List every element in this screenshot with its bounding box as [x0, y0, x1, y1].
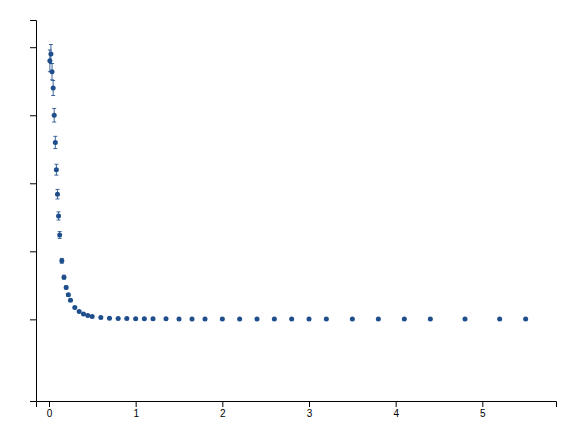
point	[72, 305, 77, 310]
point	[51, 86, 56, 91]
point	[52, 113, 57, 118]
point	[64, 285, 69, 290]
y-tick	[30, 47, 36, 48]
x-tick: 3	[307, 401, 313, 419]
point	[324, 316, 329, 321]
error-bar	[53, 136, 57, 148]
point	[190, 316, 195, 321]
x-tick-mark	[482, 401, 483, 407]
point	[220, 316, 225, 321]
point	[50, 69, 55, 74]
point	[350, 316, 355, 321]
point	[98, 315, 103, 320]
error-bar	[60, 258, 64, 263]
point	[203, 316, 208, 321]
y-tick-mark	[30, 115, 36, 116]
point	[85, 313, 90, 318]
point	[497, 316, 502, 321]
point	[289, 316, 294, 321]
point	[47, 58, 52, 63]
y-tick	[30, 115, 36, 116]
y-tick-mark	[30, 251, 36, 252]
point	[81, 311, 86, 316]
point	[68, 298, 73, 303]
point	[237, 316, 242, 321]
point	[307, 316, 312, 321]
x-tick-mark	[396, 401, 397, 407]
y-tick	[30, 319, 36, 320]
point	[428, 316, 433, 321]
x-tick: 0	[47, 401, 53, 419]
point	[61, 275, 66, 280]
point	[523, 316, 528, 321]
y-tick-mark	[30, 183, 36, 184]
point	[53, 140, 58, 145]
error-bar	[57, 212, 61, 220]
x-tick-label: 3	[307, 408, 313, 419]
point	[255, 316, 260, 321]
x-tick-mark	[309, 401, 310, 407]
point	[116, 316, 121, 321]
y-tick	[30, 183, 36, 184]
error-bar	[52, 108, 56, 122]
point	[463, 316, 468, 321]
error-bar	[51, 81, 55, 96]
point	[55, 192, 60, 197]
y-tick-mark	[30, 47, 36, 48]
x-tick-label: 2	[220, 408, 226, 419]
x-tick-label: 0	[47, 408, 53, 419]
error-bar	[55, 189, 59, 199]
point	[77, 309, 82, 314]
x-tick: 1	[133, 401, 139, 419]
x-tick: 2	[220, 401, 226, 419]
point	[142, 316, 147, 321]
y-tick	[30, 251, 36, 252]
point	[56, 213, 61, 218]
point	[66, 292, 71, 297]
point	[133, 316, 138, 321]
x-tick-mark	[222, 401, 223, 407]
x-tick-mark	[49, 401, 50, 407]
x-tick-label: 1	[133, 408, 139, 419]
point	[90, 314, 95, 319]
point	[164, 316, 169, 321]
x-tick-mark	[136, 401, 137, 407]
plot-area	[47, 44, 528, 321]
y-tick-mark	[30, 319, 36, 320]
point	[376, 316, 381, 321]
y-axis-line	[30, 21, 37, 402]
point	[107, 316, 112, 321]
error-bar	[54, 164, 58, 175]
x-tick-label: 5	[480, 408, 486, 419]
point	[57, 232, 62, 237]
point	[59, 258, 64, 263]
x-tick: 4	[393, 401, 399, 419]
point	[151, 316, 156, 321]
point	[272, 316, 277, 321]
error-bar	[62, 275, 66, 279]
points	[47, 52, 528, 322]
x-tick-label: 4	[393, 408, 399, 419]
point	[177, 316, 182, 321]
error-bar	[50, 64, 54, 80]
error-bar	[58, 232, 62, 239]
point	[54, 167, 59, 172]
chart-container: 0 1 2 3 4 5	[0, 0, 578, 437]
point	[402, 316, 407, 321]
x-axis-line	[37, 402, 557, 408]
point	[48, 52, 53, 57]
x-axis: 0 1 2 3 4 5	[37, 401, 557, 419]
y-axis	[30, 21, 37, 402]
chart-svg: 0 1 2 3 4 5	[0, 0, 578, 437]
point	[124, 316, 129, 321]
error-bars	[48, 44, 528, 319]
x-tick: 5	[480, 401, 486, 419]
